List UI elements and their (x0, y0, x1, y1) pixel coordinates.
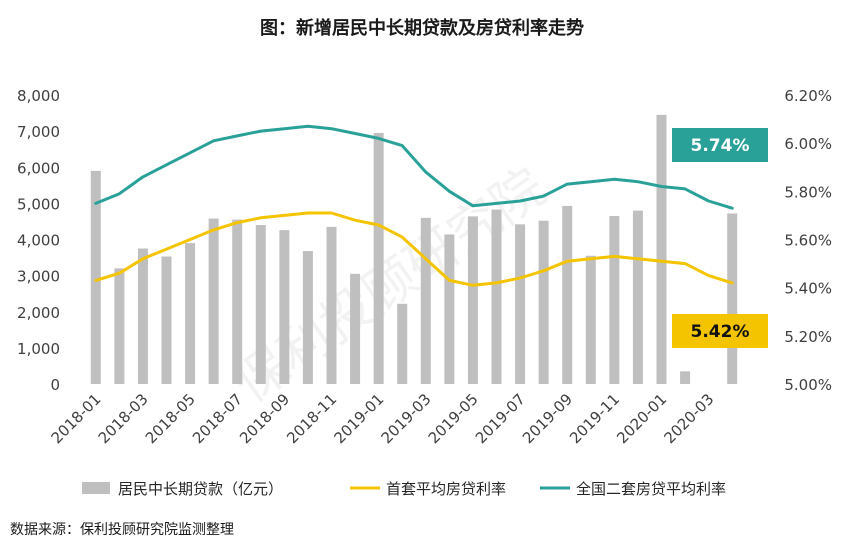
bar (467, 216, 478, 384)
bar (114, 268, 125, 384)
bar (350, 273, 361, 384)
legend-label: 全国二套房贷平均利率 (576, 480, 726, 498)
x-tick-label: 2019-11 (566, 390, 623, 447)
legend-bar-swatch (82, 482, 110, 494)
legend-label: 居民中长期贷款（亿元） (118, 480, 283, 498)
right-axis: 5.00% 5.20% 5.40% 5.60% 5.80% 6.00% 6.20% (784, 87, 832, 394)
bar (727, 213, 738, 384)
bar (302, 251, 313, 384)
right-tick-label: 5.60% (784, 232, 832, 250)
x-tick-label: 2019-01 (330, 390, 387, 447)
bar (632, 210, 643, 384)
callout-label: 5.42% (691, 322, 750, 342)
left-axis: 0 1,000 2,000 3,000 4,000 5,000 6,000 7,000 8,00… (17, 87, 60, 394)
bar-series (90, 114, 738, 385)
x-tick-label: 2018-01 (48, 390, 105, 447)
left-tick-label: 5,000 (17, 195, 60, 213)
right-tick-label: 6.00% (784, 135, 832, 153)
left-tick-label: 1,000 (17, 340, 60, 358)
left-tick-label: 7,000 (17, 123, 60, 141)
callouts: 5.74% 5.42% (672, 128, 768, 348)
bar (680, 371, 691, 384)
legend: 居民中长期贷款（亿元） 首套平均房贷利率 全国二套房贷平均利率 (82, 480, 726, 498)
x-tick-label: 2018-11 (283, 390, 340, 447)
bar (562, 205, 573, 384)
right-tick-label: 5.80% (784, 183, 832, 201)
bar (538, 220, 549, 384)
right-tick-label: 6.20% (784, 87, 832, 105)
bar (585, 255, 596, 384)
bar (515, 224, 526, 384)
callout-label: 5.74% (691, 136, 750, 156)
left-tick-label: 3,000 (17, 268, 60, 286)
x-tick-label: 2020-01 (613, 390, 670, 447)
bar (185, 243, 196, 384)
x-tick-label: 2019-05 (425, 390, 482, 447)
x-tick-label: 2019-07 (472, 390, 529, 447)
watermark: 保利投顾研究院 (224, 157, 557, 415)
bar (279, 230, 290, 384)
bar (609, 216, 620, 384)
source-note: 数据来源：保利投顾研究院监测整理 (10, 522, 234, 538)
x-tick-label: 2018-05 (142, 390, 199, 447)
x-axis: 2018-012018-032018-052018-072018-092018-… (48, 390, 718, 447)
right-tick-label: 5.40% (784, 280, 832, 298)
bar (326, 226, 337, 384)
x-tick-label: 2018-07 (189, 390, 246, 447)
right-tick-label: 5.00% (784, 376, 832, 394)
second-home-rate-line (94, 124, 734, 210)
first-home-rate-line (94, 211, 734, 287)
x-tick-label: 2019-03 (378, 390, 435, 447)
right-tick-label: 5.20% (784, 328, 832, 346)
bar (90, 170, 101, 384)
left-tick-label: 4,000 (17, 232, 60, 250)
left-tick-label: 8,000 (17, 87, 60, 105)
left-tick-label: 2,000 (17, 304, 60, 322)
left-tick-label: 0 (50, 376, 60, 394)
bar (232, 219, 243, 384)
bar (397, 303, 408, 384)
bar (444, 234, 455, 384)
bar (420, 217, 431, 384)
bar (656, 114, 667, 385)
bar (208, 218, 219, 384)
legend-label: 首套平均房贷利率 (386, 480, 506, 498)
chart-title: 图：新增居民中长期贷款及房贷利率走势 (260, 18, 584, 39)
line-series (94, 124, 734, 287)
bar (373, 132, 384, 384)
x-tick-label: 2020-03 (660, 390, 717, 447)
callout-box (672, 314, 768, 348)
x-tick-label: 2019-09 (519, 390, 576, 447)
callout-box (672, 128, 768, 162)
bar (491, 209, 502, 384)
bar (137, 248, 148, 384)
bar (255, 225, 266, 384)
x-tick-label: 2018-03 (95, 390, 152, 447)
left-tick-label: 6,000 (17, 159, 60, 177)
bar (161, 256, 172, 384)
